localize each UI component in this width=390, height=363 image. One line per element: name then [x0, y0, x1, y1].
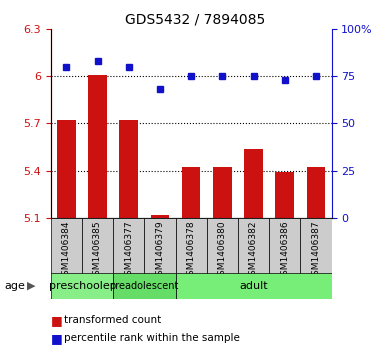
Text: age: age [4, 281, 25, 291]
Bar [275, 172, 294, 218]
Bar [151, 215, 169, 218]
FancyBboxPatch shape [207, 218, 238, 274]
FancyBboxPatch shape [144, 218, 176, 274]
Text: ■: ■ [51, 314, 62, 327]
Bar [244, 148, 263, 218]
Text: preschooler: preschooler [49, 281, 115, 291]
FancyBboxPatch shape [238, 218, 269, 274]
FancyBboxPatch shape [51, 273, 113, 299]
Text: GDS5432 / 7894085: GDS5432 / 7894085 [125, 13, 265, 27]
Text: GSM1406387: GSM1406387 [311, 221, 321, 281]
Text: GSM1406382: GSM1406382 [249, 221, 258, 281]
Text: GSM1406379: GSM1406379 [155, 221, 165, 281]
FancyBboxPatch shape [51, 218, 82, 274]
FancyBboxPatch shape [300, 218, 332, 274]
Bar [88, 75, 107, 218]
FancyBboxPatch shape [176, 273, 332, 299]
Bar [57, 120, 76, 218]
Text: preadolescent: preadolescent [110, 281, 179, 291]
Text: percentile rank within the sample: percentile rank within the sample [64, 333, 240, 343]
Text: GSM1406386: GSM1406386 [280, 221, 289, 281]
FancyBboxPatch shape [176, 218, 207, 274]
Text: GSM1406378: GSM1406378 [186, 221, 196, 281]
FancyBboxPatch shape [113, 218, 144, 274]
Bar [307, 167, 325, 218]
Bar [182, 167, 200, 218]
Text: GSM1406385: GSM1406385 [93, 221, 102, 281]
Text: ■: ■ [51, 332, 62, 345]
Text: GSM1406377: GSM1406377 [124, 221, 133, 281]
Text: transformed count: transformed count [64, 315, 161, 325]
Text: GSM1406384: GSM1406384 [62, 221, 71, 281]
Text: GSM1406380: GSM1406380 [218, 221, 227, 281]
FancyBboxPatch shape [113, 273, 176, 299]
Text: adult: adult [239, 281, 268, 291]
Text: ▶: ▶ [27, 281, 35, 291]
FancyBboxPatch shape [269, 218, 300, 274]
Bar [213, 167, 232, 218]
Bar [119, 120, 138, 218]
FancyBboxPatch shape [82, 218, 113, 274]
